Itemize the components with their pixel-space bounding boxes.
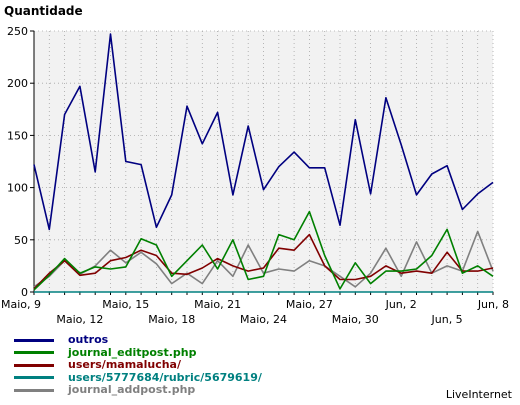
x-tick-label: Maio, 21: [194, 298, 241, 311]
legend-item: journal_addpost.php: [14, 384, 262, 397]
legend-label: outros: [68, 333, 109, 347]
x-tick-label: Jun, 5: [431, 313, 463, 326]
x-tick-label: Jun, 8: [477, 298, 509, 311]
legend-item: journal_editpost.php: [14, 345, 262, 360]
y-tick-label: 100: [7, 182, 28, 195]
y-axis-title: Quantidade: [4, 4, 83, 18]
y-tick-label: 50: [14, 234, 28, 247]
legend-label: journal_editpost.php: [68, 345, 197, 359]
legend-label: users/mamalucha/: [68, 358, 181, 372]
legend-item: outros: [14, 334, 262, 347]
legend-item: users/mamalucha/: [14, 359, 262, 372]
y-tick-label: 150: [7, 129, 28, 142]
x-tick-label: Maio, 27: [286, 298, 333, 311]
x-tick-label: Maio, 9: [1, 298, 41, 311]
series-line-2: [33, 233, 494, 290]
x-tick-label: Maio, 15: [102, 298, 149, 311]
x-tick-label: Jun, 2: [385, 298, 417, 311]
x-tick-label: Maio, 24: [240, 313, 287, 326]
y-tick-label: 250: [7, 25, 28, 38]
x-tick-label: Maio, 30: [332, 313, 379, 326]
legend: outros journal_editpost.php users/mamaluch…: [14, 334, 262, 397]
legend-swatch: [14, 363, 54, 367]
y-tick-label: 0: [21, 286, 28, 299]
series-line-1: [33, 210, 494, 291]
x-tick-label: Maio, 12: [56, 313, 103, 326]
legend-swatch: [14, 388, 54, 392]
legend-item: users/5777684/rubric/5679619/: [14, 370, 262, 385]
legend-label: journal_addpost.php: [68, 383, 196, 397]
legend-swatch: [14, 351, 54, 355]
series-line-0: [33, 33, 494, 231]
legend-swatch: [14, 338, 54, 342]
y-tick-label: 200: [7, 77, 28, 90]
legend-label: users/5777684/rubric/5679619/: [68, 370, 262, 384]
series-line-4: [33, 230, 494, 288]
brand-label: LiveInternet: [445, 388, 512, 401]
legend-swatch: [14, 376, 54, 380]
x-tick-label: Maio, 18: [148, 313, 195, 326]
plot-area: [34, 31, 493, 292]
